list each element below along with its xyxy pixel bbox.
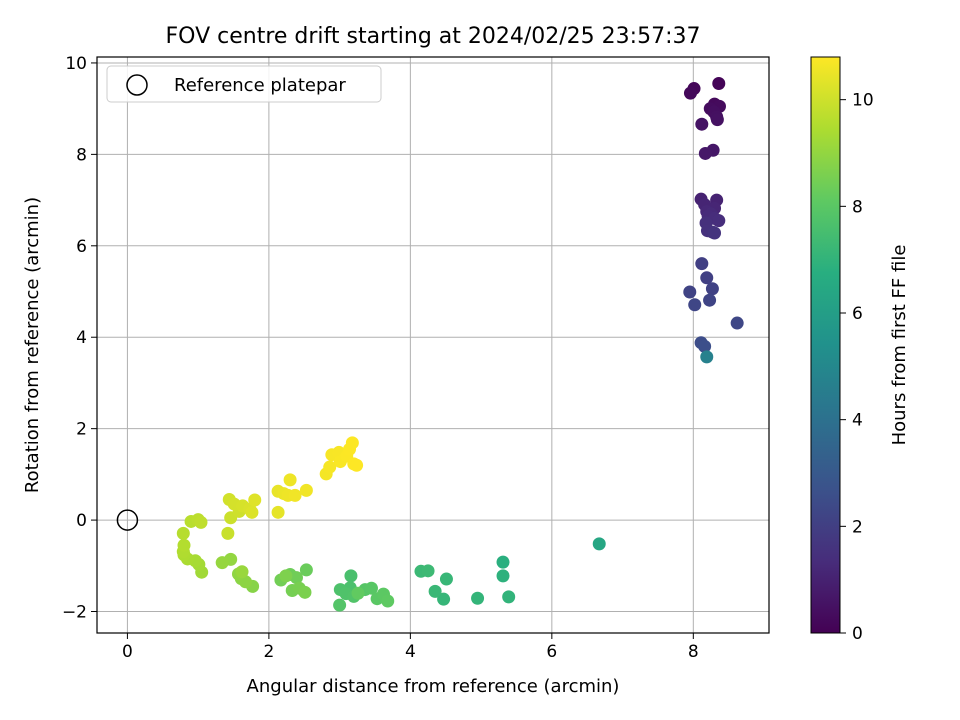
scatter-point <box>351 586 365 600</box>
x-tick-label: 8 <box>688 642 699 662</box>
scatter-point <box>683 86 697 100</box>
scatter-point <box>194 515 208 529</box>
x-tick-label: 2 <box>263 642 274 662</box>
chart-title: FOV centre drift starting at 2024/02/25 … <box>166 24 701 49</box>
legend: Reference platepar <box>106 65 382 103</box>
x-axis-ticks: 0 2 4 6 8 <box>122 633 699 662</box>
colorbar-tick-label: 10 <box>852 91 874 111</box>
scatter-point <box>700 350 714 364</box>
scatter-point <box>288 488 302 502</box>
scatter-point <box>235 565 249 579</box>
y-axis-ticks: −2 0 2 4 6 8 10 <box>62 54 97 623</box>
colorbar-tick-label: 6 <box>852 304 863 324</box>
x-tick-label: 6 <box>546 642 557 662</box>
scatter-point <box>245 505 259 519</box>
colorbar-tick-label: 2 <box>852 517 863 537</box>
reference-point-marker <box>116 509 139 531</box>
scatter-point <box>437 592 451 606</box>
scatter-point <box>298 585 312 599</box>
scatter-point <box>421 564 435 578</box>
scatter-point <box>705 282 719 296</box>
scatter-point <box>703 293 717 307</box>
scatter-point <box>695 117 709 131</box>
scatter-point <box>730 316 744 330</box>
data-points <box>176 77 744 612</box>
y-axis-label: Rotation from reference (arcmin) <box>22 197 43 493</box>
y-tick-label: 4 <box>76 328 87 348</box>
scatter-point <box>283 473 297 487</box>
colorbar: 0 2 4 6 8 10 Hours from first FF file <box>810 56 910 644</box>
colorbar-label: Hours from first FF file <box>889 245 910 446</box>
scatter-point <box>364 581 378 595</box>
plot-frame <box>96 56 770 634</box>
scatter-point <box>712 77 726 91</box>
y-tick-label: 2 <box>76 420 87 440</box>
scatter-point <box>708 226 722 240</box>
plot-background <box>97 57 769 633</box>
legend-entry-reference-platepar: Reference platepar <box>174 75 346 96</box>
scatter-point <box>698 146 712 160</box>
scatter-point <box>698 339 712 353</box>
plot-area: 0 2 4 6 8 −2 0 2 4 6 8 10 <box>62 54 770 662</box>
colorbar-tick-label: 4 <box>852 411 863 431</box>
scatter-point <box>345 436 359 450</box>
colorbar-tick-label: 0 <box>852 624 863 644</box>
scatter-point <box>496 555 510 569</box>
scatter-point <box>289 571 303 585</box>
scatter-point <box>271 505 285 519</box>
scatter-point <box>350 458 364 472</box>
scatter-point <box>502 590 516 604</box>
scatter-point <box>700 271 714 285</box>
scatter-point <box>439 572 453 586</box>
scatter-point <box>683 285 697 299</box>
y-tick-label: 8 <box>76 145 87 165</box>
scatter-point <box>279 569 293 583</box>
scatter-point <box>176 526 190 540</box>
y-tick-label: 6 <box>76 237 87 257</box>
legend-box <box>106 65 382 103</box>
colorbar-ticks: 0 2 4 6 8 10 <box>840 91 874 644</box>
scatter-point <box>688 298 702 312</box>
legend-marker-icon <box>126 74 148 96</box>
colorbar-gradient <box>811 57 840 633</box>
scatter-point <box>248 493 262 507</box>
scatter-point <box>299 483 313 497</box>
scatter-point <box>428 584 442 598</box>
scatter-point <box>710 113 724 127</box>
scatter-point <box>299 563 313 577</box>
y-tick-label: −2 <box>62 603 87 623</box>
x-tick-label: 0 <box>122 642 133 662</box>
colorbar-frame <box>810 56 841 634</box>
scatter-point <box>381 594 395 608</box>
grid <box>97 57 769 633</box>
scatter-point <box>215 556 229 570</box>
scatter-point <box>177 538 191 552</box>
x-tick-label: 4 <box>405 642 416 662</box>
scatter-point <box>471 591 485 605</box>
y-tick-label: 10 <box>65 54 87 74</box>
scatter-point <box>333 598 347 612</box>
scatter-point <box>496 569 510 583</box>
y-tick-label: 0 <box>76 511 87 531</box>
scatter-point <box>712 214 726 228</box>
colorbar-tick-label: 8 <box>852 197 863 217</box>
scatter-point <box>344 569 358 583</box>
scatter-point <box>323 460 337 474</box>
x-axis-label: Angular distance from reference (arcmin) <box>247 676 620 697</box>
scatter-point <box>592 537 606 551</box>
scatter-point <box>221 526 235 540</box>
scatter-point <box>695 257 709 271</box>
